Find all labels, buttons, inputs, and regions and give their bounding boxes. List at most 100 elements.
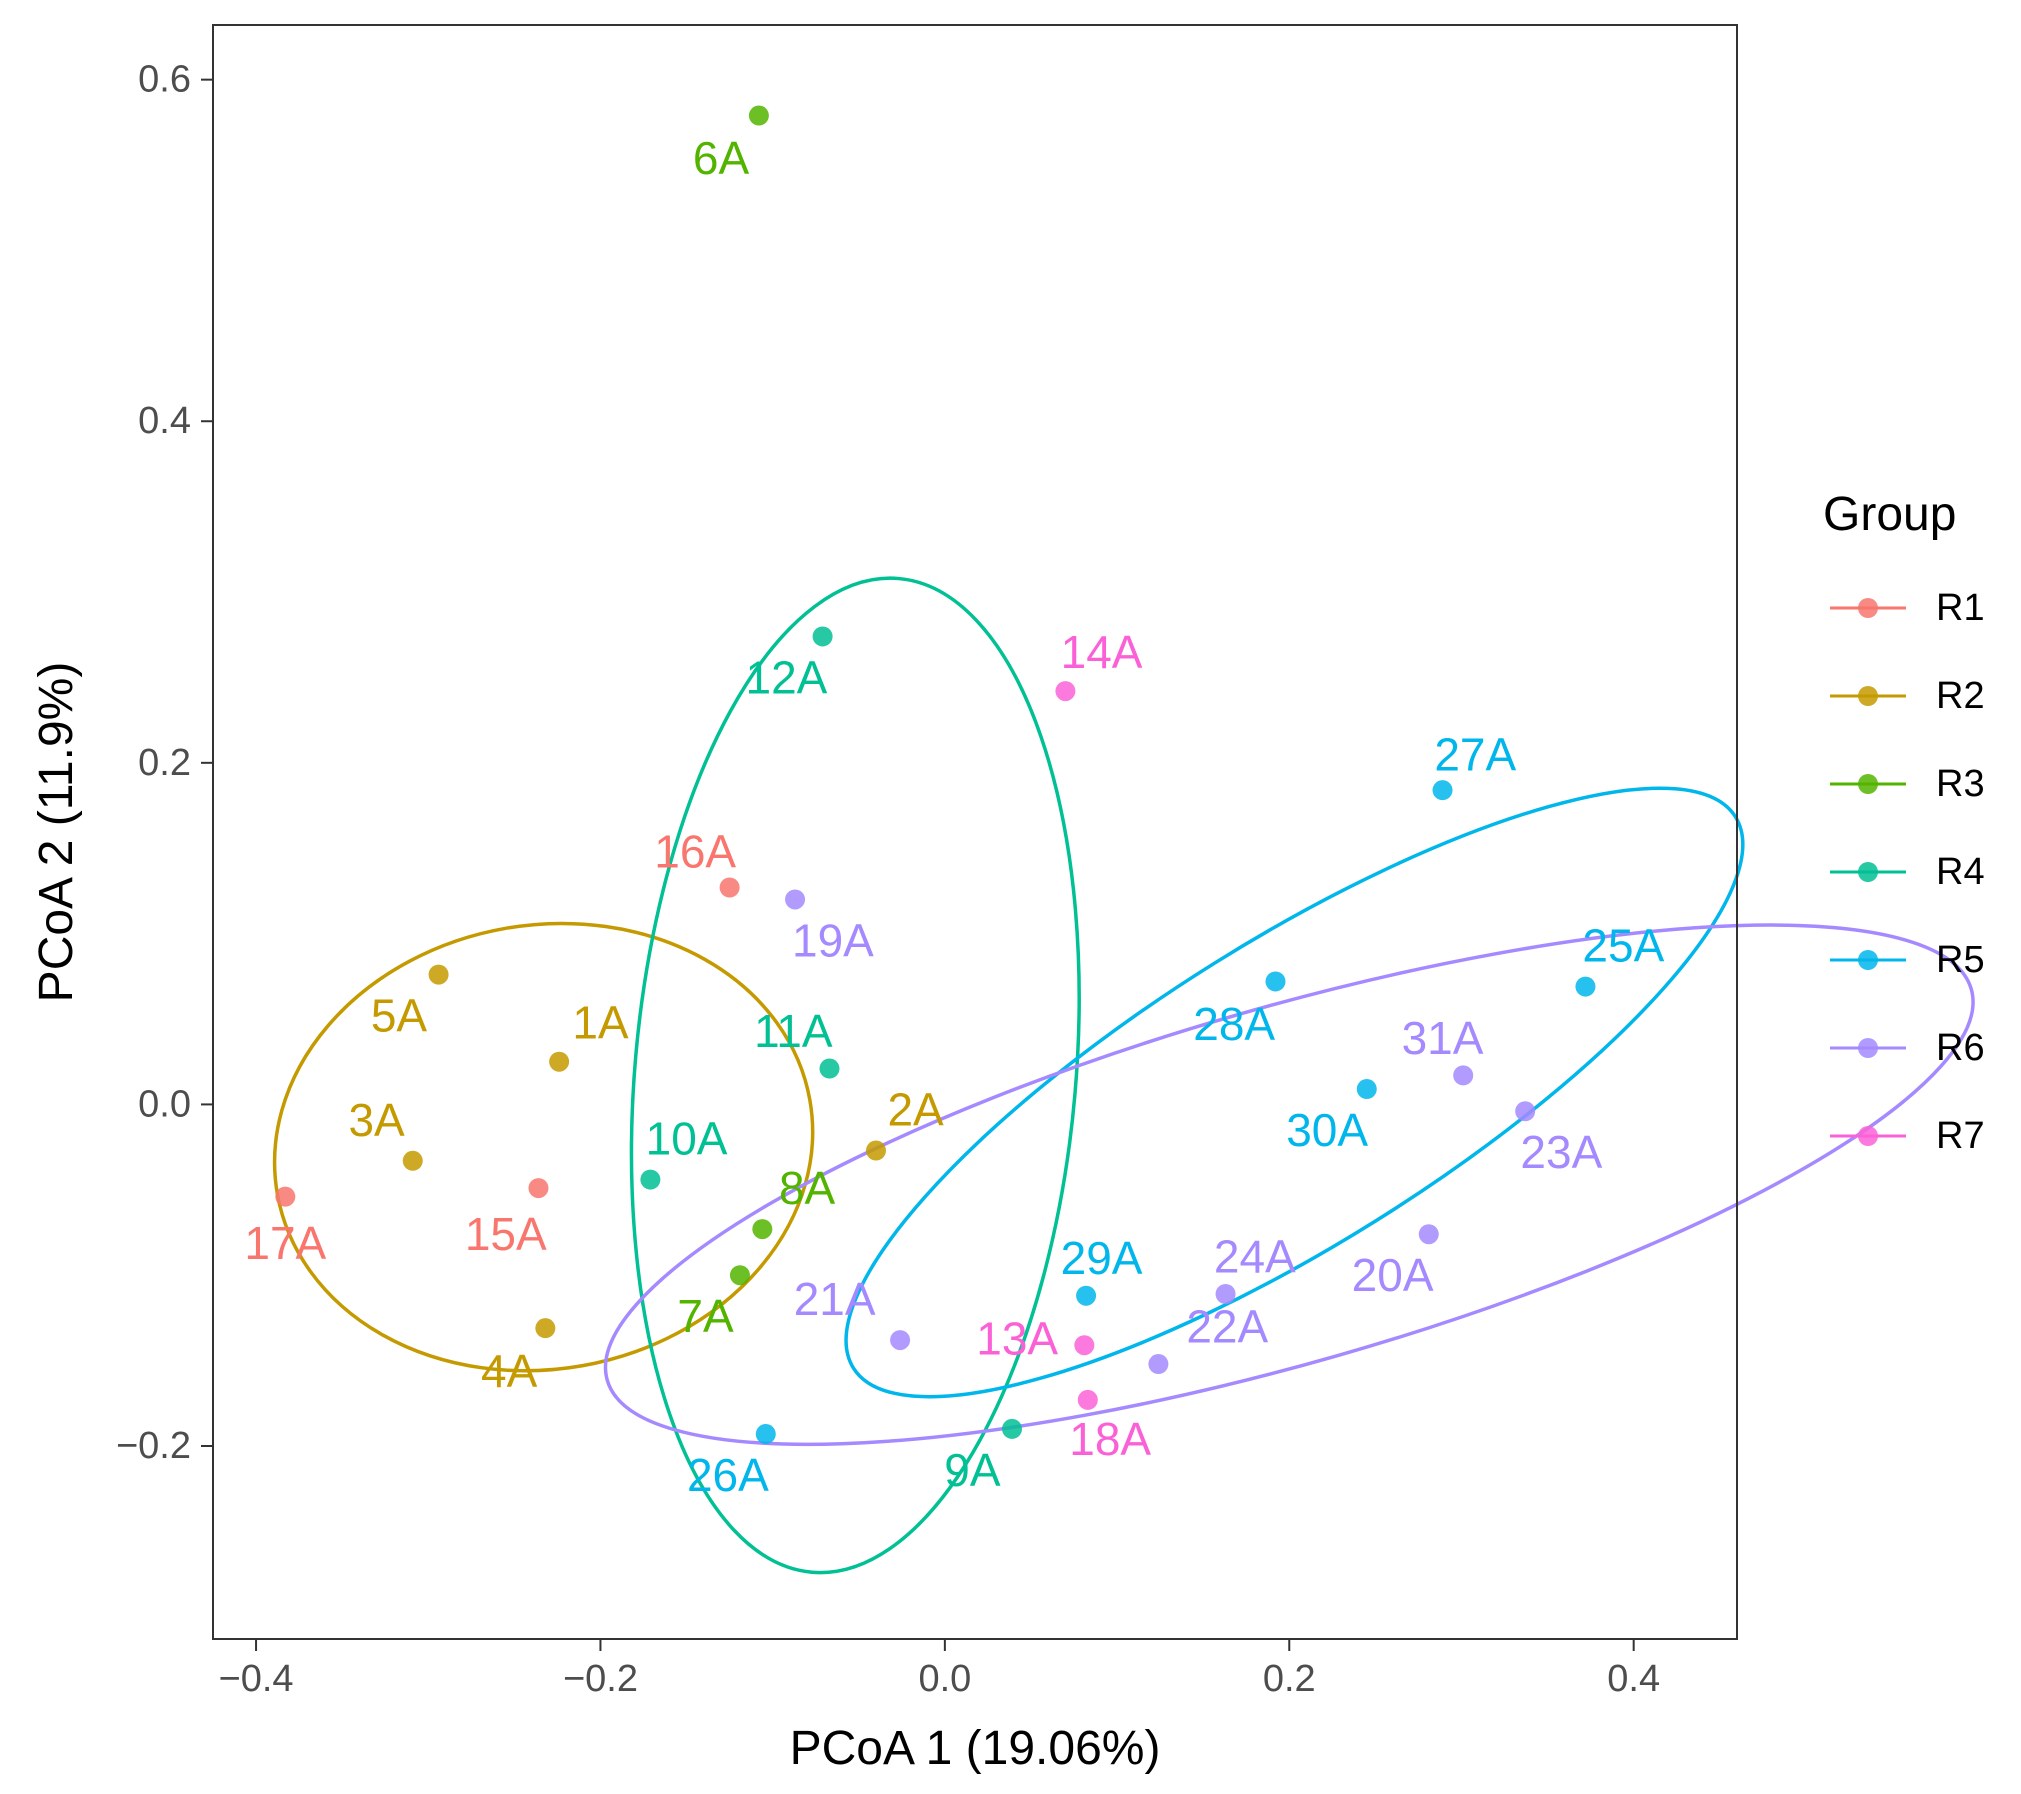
x-tick-label: 0.4 [1607,1658,1660,1700]
legend-key-point-r3 [1858,774,1878,794]
point-label-11a: 11A [754,1005,833,1057]
point-3a [402,1150,423,1171]
legend-label-r6: R6 [1936,1027,1985,1069]
point-1a [549,1051,570,1072]
point-label-2a: 2A [887,1084,944,1136]
point-labels: 16A 17A 15A 5A 1A 3A 2A 4A 6A 8A 7A 12A 11A 10A 9A 27A 2… [244,132,1664,1501]
ellipse-r4 [629,576,1081,1575]
point-label-9a: 9A [944,1444,1001,1496]
y-axis-title: PCoA 2 (11.9%) [30,662,83,1003]
point-label-12a: 12A [746,651,828,703]
point-label-25a: 25A [1582,920,1664,972]
point-label-27a: 27A [1434,728,1516,780]
point-2a [865,1140,886,1161]
x-tick-label: −0.2 [563,1658,638,1700]
point-23a [1515,1101,1536,1122]
point-label-7a: 7A [677,1290,734,1342]
point-25a [1575,976,1596,997]
y-tick-label: 0.2 [138,742,191,784]
point-31a [1453,1065,1474,1086]
point-11a [819,1058,840,1079]
data-points [275,105,1596,1445]
y-tick-label: 0.0 [138,1083,191,1125]
point-20a [1418,1224,1439,1245]
point-26a [755,1424,776,1445]
legend-key-point-r2 [1858,686,1878,706]
point-9a [1002,1418,1023,1439]
point-24a [1215,1283,1236,1304]
point-21a [890,1330,911,1351]
point-4a [535,1318,556,1339]
point-28a [1265,971,1286,992]
legend-key-point-r7 [1858,1126,1878,1146]
point-15a [528,1178,549,1199]
point-label-22a: 22A [1186,1300,1268,1352]
point-6a [748,105,769,126]
y-axis: −0.2 0.0 0.2 0.4 0.6 [116,59,213,1467]
legend-key-point-r6 [1858,1038,1878,1058]
legend-title: Group [1823,488,1956,541]
point-label-5a: 5A [371,990,428,1042]
y-tick-label: 0.4 [138,400,191,442]
point-13a [1074,1335,1095,1356]
point-label-29a: 29A [1061,1232,1143,1284]
point-label-24a: 24A [1214,1230,1296,1282]
point-label-31a: 31A [1402,1012,1484,1064]
legend-label-r3: R3 [1936,763,1985,805]
point-label-4a: 4A [481,1345,538,1397]
point-22a [1148,1354,1169,1375]
legend-key-point-r1 [1858,598,1878,618]
point-18a [1077,1389,1098,1410]
point-5a [428,964,449,985]
legend: Group R1 R2 R3 R4 R5 R6 R7 [1823,488,1985,1157]
ellipse-r6 [603,923,1975,1447]
x-tick-label: 0.0 [918,1658,971,1700]
point-label-21a: 21A [794,1273,876,1325]
legend-label-r1: R1 [1936,587,1985,629]
point-label-13a: 13A [976,1312,1058,1364]
point-10a [640,1169,661,1190]
point-label-6a: 6A [693,132,750,184]
point-12a [812,626,833,647]
point-29a [1076,1285,1097,1306]
ellipse-r5 [844,786,1745,1399]
point-label-10a: 10A [646,1113,728,1165]
point-27a [1432,780,1453,801]
point-17a [275,1186,296,1207]
legend-key-point-r5 [1858,950,1878,970]
legend-key-point-r4 [1858,862,1878,882]
x-axis: −0.4 −0.2 0.0 0.2 0.4 [219,1639,1660,1700]
point-7a [729,1265,750,1286]
legend-label-r5: R5 [1936,939,1985,981]
point-label-1a: 1A [572,996,629,1048]
y-tick-label: 0.6 [138,59,191,101]
point-label-20a: 20A [1352,1249,1434,1301]
point-label-16a: 16A [654,826,736,878]
point-label-17a: 17A [244,1217,326,1269]
point-label-3a: 3A [348,1094,405,1146]
point-16a [719,877,740,898]
confidence-ellipses [272,576,1975,1575]
point-14a [1055,681,1076,702]
y-tick-label: −0.2 [116,1425,191,1467]
point-label-14a: 14A [1061,626,1143,678]
point-label-23a: 23A [1520,1126,1602,1178]
legend-label-r2: R2 [1936,675,1985,717]
point-label-15a: 15A [465,1208,547,1260]
point-8a [752,1219,773,1240]
x-tick-label: 0.2 [1263,1658,1316,1700]
point-label-8a: 8A [779,1162,836,1214]
point-label-18a: 18A [1069,1413,1151,1465]
point-label-19a: 19A [792,914,874,966]
point-19a [785,889,806,910]
point-label-28a: 28A [1193,998,1275,1050]
x-axis-title: PCoA 1 (19.06%) [790,1722,1161,1775]
plot-panel-border [212,24,1738,1640]
point-label-30a: 30A [1286,1104,1368,1156]
legend-label-r4: R4 [1936,851,1985,893]
legend-label-r7: R7 [1936,1115,1985,1157]
point-label-26a: 26A [687,1449,769,1501]
x-tick-label: −0.4 [219,1658,294,1700]
